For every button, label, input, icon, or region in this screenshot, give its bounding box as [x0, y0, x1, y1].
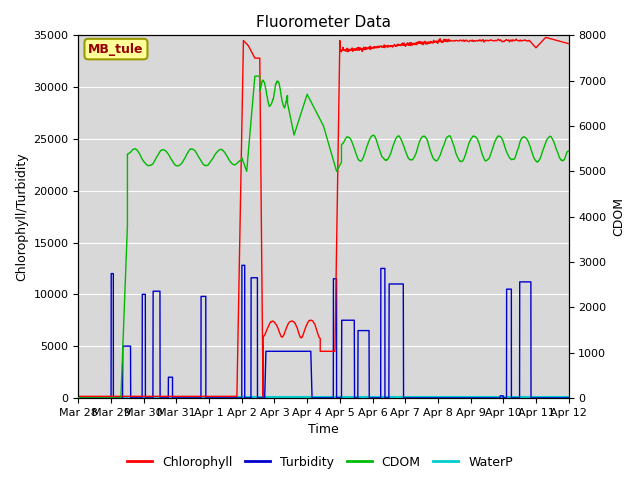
Title: Fluorometer Data: Fluorometer Data: [256, 15, 391, 30]
Y-axis label: CDOM: CDOM: [612, 197, 625, 236]
Text: MB_tule: MB_tule: [88, 43, 144, 56]
Y-axis label: Chlorophyll/Turbidity: Chlorophyll/Turbidity: [15, 152, 28, 281]
X-axis label: Time: Time: [308, 423, 339, 436]
Legend: Chlorophyll, Turbidity, CDOM, WaterP: Chlorophyll, Turbidity, CDOM, WaterP: [122, 451, 518, 474]
